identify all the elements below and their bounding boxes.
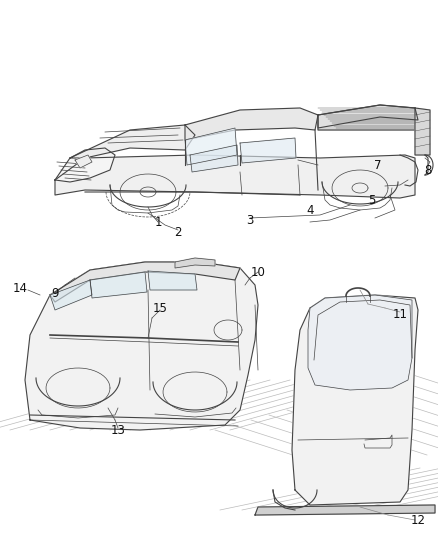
Polygon shape [50, 280, 92, 310]
Polygon shape [75, 155, 92, 168]
Text: 9: 9 [51, 287, 59, 300]
Text: 1: 1 [154, 215, 161, 229]
Text: 8: 8 [424, 164, 431, 176]
Polygon shape [254, 505, 434, 515]
Text: 11: 11 [392, 309, 406, 321]
Polygon shape [55, 148, 115, 182]
Text: 12: 12 [410, 513, 424, 527]
Polygon shape [317, 105, 414, 130]
Polygon shape [50, 262, 240, 302]
Polygon shape [25, 262, 258, 430]
Polygon shape [55, 155, 414, 198]
Text: 7: 7 [374, 158, 381, 172]
Polygon shape [184, 128, 237, 165]
Polygon shape [414, 108, 429, 155]
Text: 15: 15 [152, 302, 167, 314]
Polygon shape [307, 295, 411, 390]
Text: 4: 4 [306, 204, 313, 216]
Polygon shape [70, 125, 194, 158]
Text: 2: 2 [174, 225, 181, 238]
Polygon shape [317, 105, 417, 128]
Polygon shape [148, 271, 197, 290]
Text: 5: 5 [367, 193, 375, 206]
Polygon shape [90, 272, 147, 298]
Text: 13: 13 [110, 424, 125, 437]
Polygon shape [190, 145, 237, 172]
Polygon shape [240, 138, 295, 163]
Polygon shape [291, 295, 417, 505]
Text: 3: 3 [246, 214, 253, 227]
Polygon shape [175, 258, 215, 268]
Text: 14: 14 [12, 281, 28, 295]
Polygon shape [184, 108, 317, 140]
Text: 10: 10 [250, 265, 265, 279]
